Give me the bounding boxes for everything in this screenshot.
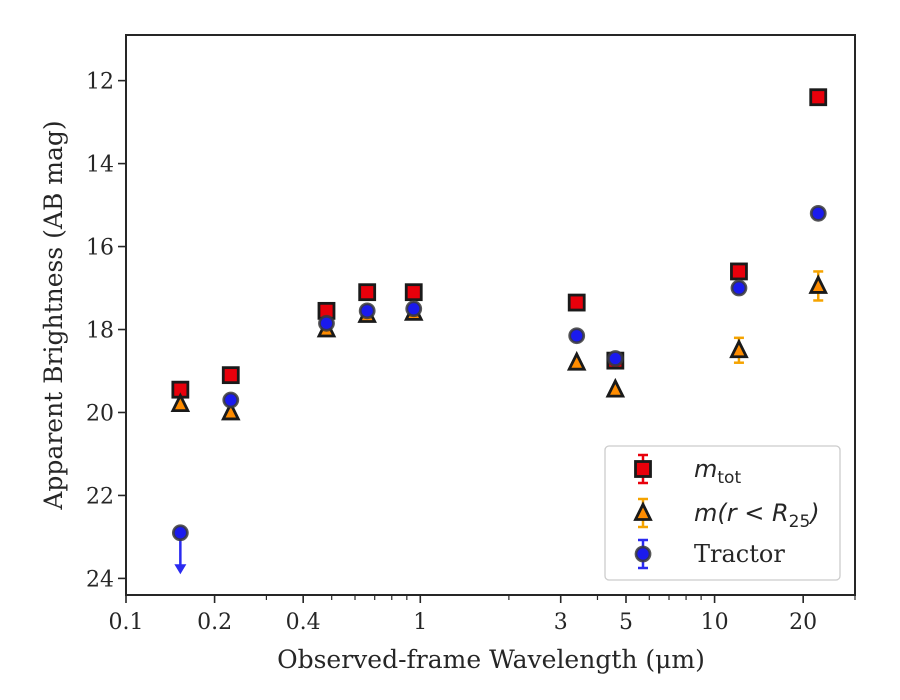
legend-label-main: m	[694, 455, 717, 483]
y-tick-label: 14	[86, 153, 114, 178]
data-point-square	[809, 88, 828, 107]
legend-marker-triangle	[633, 501, 653, 521]
y-tick-label: 22	[86, 484, 114, 509]
x-tick-label: 20	[789, 610, 817, 635]
legend: mtot m(r < R25) Tractor	[604, 445, 841, 581]
data-point-circle	[318, 314, 335, 332]
legend-box	[604, 445, 841, 581]
x-tick-label: 0.4	[286, 610, 321, 635]
data-point-circle	[222, 391, 240, 409]
data-point-circle	[405, 300, 423, 318]
plot-frame	[125, 34, 856, 596]
legend-label: m(r < R25)	[694, 499, 820, 532]
legend-label-subscript: 25	[789, 512, 811, 532]
data-point-circle	[568, 327, 586, 345]
data-point-square	[567, 293, 586, 312]
legend-label: mtot	[694, 455, 741, 488]
y-tick-label: 18	[86, 319, 114, 344]
data-point-circle	[606, 350, 624, 367]
series-circle	[171, 204, 827, 575]
data-point-circle	[171, 524, 189, 542]
legend-label-close: )	[808, 499, 819, 527]
series-triangle	[170, 270, 828, 421]
x-tick-label: 10	[701, 610, 729, 635]
data-point-square	[730, 262, 748, 281]
data-point-triangle	[221, 400, 241, 421]
y-tick-label: 20	[86, 401, 114, 426]
data-point-triangle	[605, 377, 626, 398]
data-point-circle	[730, 279, 748, 297]
x-tick-label: 5	[619, 610, 633, 635]
data-point-square	[404, 283, 423, 302]
x-axis-title: Observed-frame Wavelength (μm)	[277, 645, 705, 674]
x-tick-label: 3	[554, 610, 568, 635]
y-axis-title: Apparent Brightness (AB mag)	[39, 120, 68, 510]
x-tick-label: 1	[413, 610, 427, 635]
legend-label-main: m(r < R	[694, 499, 789, 527]
data-point-triangle	[729, 338, 749, 359]
x-tick-label: 0.1	[109, 610, 144, 635]
legend-label: Tractor	[694, 540, 785, 568]
axes: 0.1 0.2 0.4 1 3 5 10 20 12 14 16 18 20 22 24	[86, 34, 856, 635]
data-point-triangle	[566, 350, 587, 371]
data-point-square	[221, 366, 240, 385]
data-point-circle	[358, 302, 376, 320]
legend-label-subscript: tot	[717, 468, 741, 488]
upper-limit-arrowhead	[174, 564, 187, 575]
y-tick-label: 16	[86, 236, 114, 261]
legend-marker-square	[634, 460, 652, 478]
data-marks	[170, 88, 828, 575]
data-point-circle	[809, 204, 827, 222]
y-tick-label: 24	[86, 567, 114, 592]
data-point-triangle	[808, 274, 828, 294]
y-tick-label: 12	[86, 70, 114, 95]
x-tick-label: 0.2	[197, 610, 232, 635]
legend-marker-circle	[634, 545, 652, 563]
data-point-triangle	[170, 392, 191, 413]
series-square	[171, 88, 828, 399]
data-point-square	[358, 283, 377, 302]
